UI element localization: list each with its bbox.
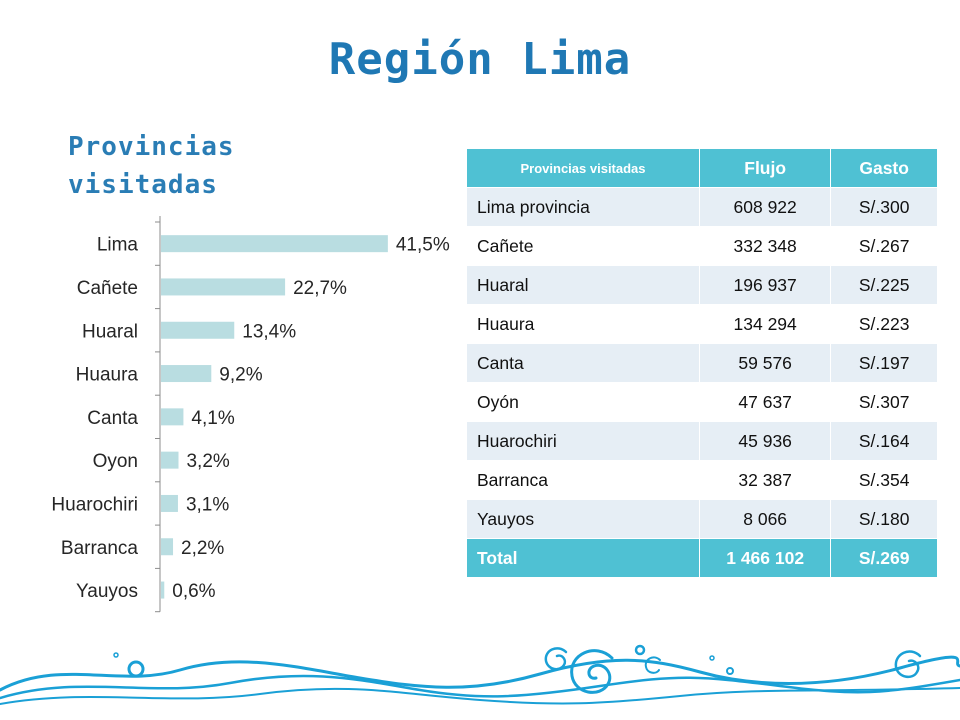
table-cell-flow: 196 937 <box>699 265 832 305</box>
bar <box>161 278 286 296</box>
table-header-row: Provincias visitadas Flujo Gasto <box>465 148 938 188</box>
table-cell-province: Yauyos <box>465 499 701 539</box>
table-cell-province: Huarochiri <box>465 421 701 461</box>
page-title: Región Lima <box>328 34 632 85</box>
table-cell-flow: 47 637 <box>699 382 832 422</box>
provinces-table: Provincias visitadas Flujo Gasto Lima pr… <box>465 148 938 578</box>
bar <box>161 235 388 253</box>
table-cell-spend: S/.180 <box>830 499 938 539</box>
table-cell-province: Lima provincia <box>465 187 701 227</box>
category-label: Huarochiri <box>51 494 138 515</box>
table-cell-flow: 32 387 <box>699 460 832 500</box>
table-cell-flow: 59 576 <box>699 343 832 383</box>
data-label: 4,1% <box>191 408 234 429</box>
table-cell-province: Huaura <box>465 304 701 344</box>
table-row: Huaral 196 937 S/.225 <box>465 265 938 305</box>
table-cell-flow: 8 066 <box>699 499 832 539</box>
bar <box>161 321 235 339</box>
data-label: 3,2% <box>186 451 229 472</box>
category-label: Lima <box>97 235 139 256</box>
table-cell-flow: 134 294 <box>699 304 832 344</box>
table-total-spend: S/.269 <box>830 538 938 578</box>
table-cell-spend: S/.223 <box>830 304 938 344</box>
table-cell-spend: S/.164 <box>830 421 938 461</box>
table-row: Oyón 47 637 S/.307 <box>465 382 938 422</box>
table-row: Yauyos 8 066 S/.180 <box>465 499 938 539</box>
bar <box>161 494 178 512</box>
table-header-flow: Flujo <box>699 148 832 188</box>
table-row: Canta 59 576 S/.197 <box>465 343 938 383</box>
table-header-province: Provincias visitadas <box>465 148 701 188</box>
table-row: Lima provincia 608 922 S/.300 <box>465 187 938 227</box>
table-row: Cañete 332 348 S/.267 <box>465 226 938 266</box>
wave-spiral-border-icon <box>0 644 960 705</box>
data-label: 3,1% <box>186 494 229 515</box>
table-cell-spend: S/.197 <box>830 343 938 383</box>
table-total-flow: 1 466 102 <box>699 538 832 578</box>
category-label: Canta <box>87 408 138 429</box>
table-cell-spend: S/.307 <box>830 382 938 422</box>
data-label: 13,4% <box>242 321 296 342</box>
table-cell-spend: S/.225 <box>830 265 938 305</box>
table-row: Huaura 134 294 S/.223 <box>465 304 938 344</box>
bar <box>161 408 184 426</box>
table-cell-province: Huaral <box>465 265 701 305</box>
category-label: Huaral <box>82 321 138 342</box>
table-cell-province: Canta <box>465 343 701 383</box>
data-label: 0,6% <box>172 581 215 602</box>
bar <box>161 451 179 469</box>
table-cell-spend: S/.354 <box>830 460 938 500</box>
table-cell-province: Cañete <box>465 226 701 266</box>
data-label: 2,2% <box>181 538 224 559</box>
category-label: Huaura <box>76 365 139 386</box>
data-label: 22,7% <box>293 278 347 299</box>
table-row: Huarochiri 45 936 S/.164 <box>465 421 938 461</box>
bar-chart: Lima 41,5% Cañete 22,7% Huaral 13,4% Huaura 9,2… <box>51 216 450 613</box>
table-cell-flow: 608 922 <box>699 187 832 227</box>
category-label: Yauyos <box>76 581 138 602</box>
category-label: Cañete <box>77 278 138 299</box>
bar <box>161 581 165 599</box>
table-cell-flow: 332 348 <box>699 226 832 266</box>
table-total-label: Total <box>465 538 701 578</box>
bar <box>161 365 212 383</box>
category-label: Barranca <box>61 538 139 559</box>
data-label: 9,2% <box>219 365 262 386</box>
table-cell-province: Oyón <box>465 382 701 422</box>
table-cell-flow: 45 936 <box>699 421 832 461</box>
chart-subtitle: Provincias visitadas <box>68 132 235 200</box>
table-header-spend: Gasto <box>830 148 938 188</box>
data-label: 41,5% <box>396 235 450 256</box>
bar <box>161 538 174 556</box>
table-row: Barranca 32 387 S/.354 <box>465 460 938 500</box>
table-cell-province: Barranca <box>465 460 701 500</box>
category-label: Oyon <box>93 451 138 472</box>
table-cell-spend: S/.300 <box>830 187 938 227</box>
table-total-row: Total 1 466 102 S/.269 <box>465 538 938 578</box>
table-cell-spend: S/.267 <box>830 226 938 266</box>
